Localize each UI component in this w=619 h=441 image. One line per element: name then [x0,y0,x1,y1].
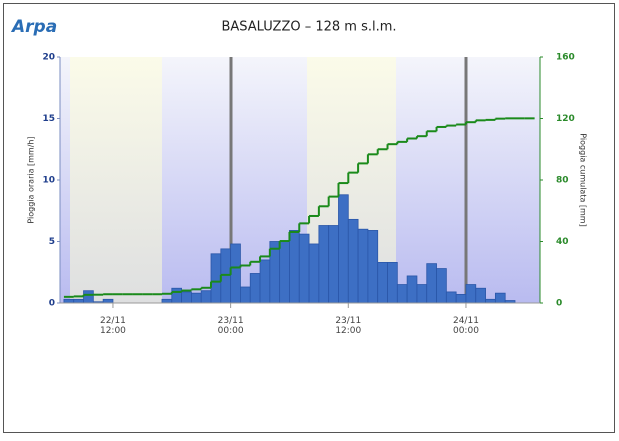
rain-bar [200,290,212,304]
rain-bar [181,291,192,304]
rain-bar [377,262,388,304]
rain-bar [171,287,182,304]
y2-tick-label: 80 [556,176,569,186]
rain-bar [367,230,379,304]
rain-bar [387,262,398,304]
y-tick-label: 10 [42,176,55,186]
rain-bar [63,298,75,304]
rain-bar [406,275,418,304]
y2-tick-label: 120 [556,114,575,124]
rain-bar [249,273,261,304]
day-band [70,57,162,303]
rain-bar [220,248,232,304]
rain-bar [83,290,94,304]
chart-title: BASALUZZO – 128 m s.l.m. [221,20,396,35]
rain-bar [445,291,457,304]
rain-bar [475,287,486,304]
y2-tick-label: 160 [556,53,575,63]
x-tick-label: 22/11 12:00 [100,316,126,336]
rain-bar [102,298,114,304]
x-tick-label: 23/11 12:00 [335,316,361,336]
y2-tick-label: 0 [556,299,562,309]
x-tick-label: 23/11 00:00 [218,316,244,336]
y-tick-label: 20 [42,53,55,63]
y-axis-label: Pioggia oraria [mm/h] [27,136,36,223]
rain-bar [210,253,222,304]
rain-bar [416,284,428,304]
y2-axis-label: Pioggia cumulata [mm] [579,133,588,226]
rain-bar [357,228,369,304]
y-tick-label: 5 [49,237,55,247]
rain-bar [328,225,339,304]
rain-bar [485,298,496,304]
y-tick-label: 0 [49,299,55,309]
rain-bar [73,298,84,304]
rain-bar [298,233,310,304]
rain-bar [308,243,320,304]
rain-bar [338,194,349,304]
logo: Arpa [10,17,57,37]
rain-bar [161,298,173,304]
rain-bar [240,286,251,304]
rain-bar [318,225,330,304]
rain-bar [347,218,359,304]
rain-bar [465,284,477,304]
rain-bar [426,263,437,304]
rain-bar [259,259,271,304]
rain-bar [279,241,290,304]
rain-bar [190,292,202,304]
rain-bar [436,268,447,304]
rain-bar [494,292,506,304]
rain-bar [230,243,241,304]
rain-bar [455,293,467,304]
rain-bar [289,230,300,304]
x-tick-label: 24/11 00:00 [453,316,479,336]
y2-tick-label: 40 [556,237,569,247]
rain-bar [396,284,408,304]
rain-bar [269,241,281,304]
y-tick-label: 15 [42,114,55,124]
